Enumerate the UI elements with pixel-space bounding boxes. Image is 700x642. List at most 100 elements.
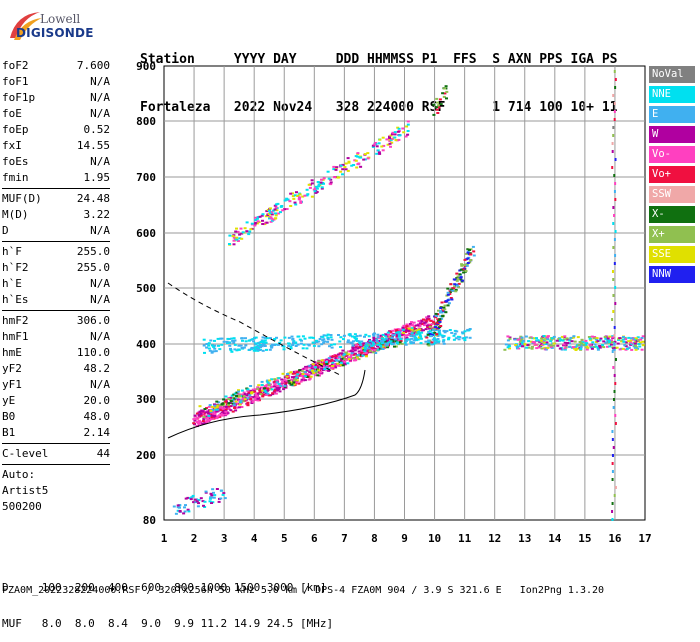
echo-point [240, 232, 244, 235]
echo-point [507, 345, 511, 348]
echo-point [232, 239, 236, 242]
echo-point [555, 339, 559, 342]
param-row: B1 2.14 [2, 425, 110, 441]
echo-point [230, 394, 234, 397]
echo-point [247, 233, 251, 236]
echo-point [417, 320, 421, 323]
echo-point [585, 348, 589, 351]
echo-point [283, 384, 287, 387]
echo-point [221, 412, 225, 415]
echo-point [368, 345, 371, 348]
echo-point [236, 230, 240, 233]
echo-point [206, 412, 210, 415]
echo-point [246, 397, 250, 400]
echo-point [428, 333, 432, 335]
echo-point [437, 332, 441, 335]
echo-point [462, 271, 466, 274]
echo-point [352, 347, 356, 350]
echo-point [410, 337, 414, 340]
echo-point [210, 416, 214, 419]
echo-point [611, 270, 614, 273]
echo-point [415, 329, 419, 332]
echo-point [613, 334, 616, 337]
echo-point [350, 164, 354, 167]
echo-point [265, 210, 269, 213]
echo-point [329, 181, 333, 184]
echo-point [388, 135, 391, 138]
echo-point [274, 206, 278, 209]
echo-point [253, 399, 257, 401]
echo-point [204, 411, 208, 414]
echo-point [568, 342, 571, 345]
echo-point [612, 278, 615, 281]
param-row: h`F2 255.0 [2, 260, 110, 276]
echo-point [274, 214, 278, 217]
echo-point [304, 367, 308, 370]
echo-point [279, 385, 283, 387]
echo-point [393, 345, 396, 348]
echo-point [344, 168, 348, 171]
echo-point [325, 358, 329, 361]
echo-point [203, 422, 207, 425]
echo-point [235, 406, 239, 409]
echo-point [391, 137, 395, 140]
param-name: hmE [2, 346, 22, 359]
echo-point [222, 340, 226, 343]
echo-point [193, 419, 197, 422]
echo-point [321, 335, 325, 338]
echo-point [187, 510, 191, 513]
echo-point [546, 336, 550, 339]
echo-point [443, 92, 447, 95]
echo-point [346, 362, 350, 365]
echo-point [182, 512, 186, 515]
echo-point [333, 343, 336, 346]
echo-point [434, 329, 438, 331]
legend-item-x-: X- [649, 206, 695, 223]
echo-point [267, 213, 271, 215]
echo-point [306, 193, 310, 196]
echo-point [341, 168, 345, 171]
echo-point [432, 113, 436, 116]
echo-point [532, 341, 536, 344]
echo-point [570, 340, 574, 343]
echo-point [611, 510, 614, 513]
echo-point [399, 340, 403, 343]
echo-point [433, 341, 437, 344]
echo-point [247, 339, 251, 342]
echo-point [611, 462, 614, 465]
echo-point [307, 183, 311, 186]
echo-point [281, 372, 285, 375]
echo-point [273, 344, 277, 346]
echo-point [291, 338, 295, 341]
y-tick-label: 700 [136, 171, 156, 184]
header-label-10: IGA [570, 52, 602, 67]
echo-point [262, 391, 266, 394]
echo-point [323, 362, 326, 365]
echo-point [519, 339, 523, 342]
echo-point [379, 345, 383, 348]
echo-point [308, 371, 312, 374]
echo-point [300, 339, 303, 342]
echo-point [614, 86, 617, 89]
echo-point [440, 334, 444, 337]
echo-point [236, 396, 240, 399]
echo-point [438, 319, 442, 322]
echo-point [580, 344, 584, 347]
header-value-11: 11 [601, 100, 626, 115]
echo-point [241, 397, 245, 400]
echo-point [280, 378, 284, 381]
autoscaler-line2: Artist5 [2, 484, 49, 497]
echo-point [299, 380, 303, 383]
echo-point [299, 342, 303, 345]
echo-point [409, 334, 413, 337]
echo-point [207, 405, 211, 408]
echo-point [365, 345, 369, 348]
echo-point [329, 334, 333, 336]
x-tick-label: 11 [458, 532, 472, 545]
echo-point [432, 337, 436, 340]
echo-point [346, 341, 350, 344]
echo-point [612, 206, 615, 209]
echo-point [424, 319, 428, 322]
echo-point [317, 183, 321, 186]
echo-point [220, 403, 224, 406]
